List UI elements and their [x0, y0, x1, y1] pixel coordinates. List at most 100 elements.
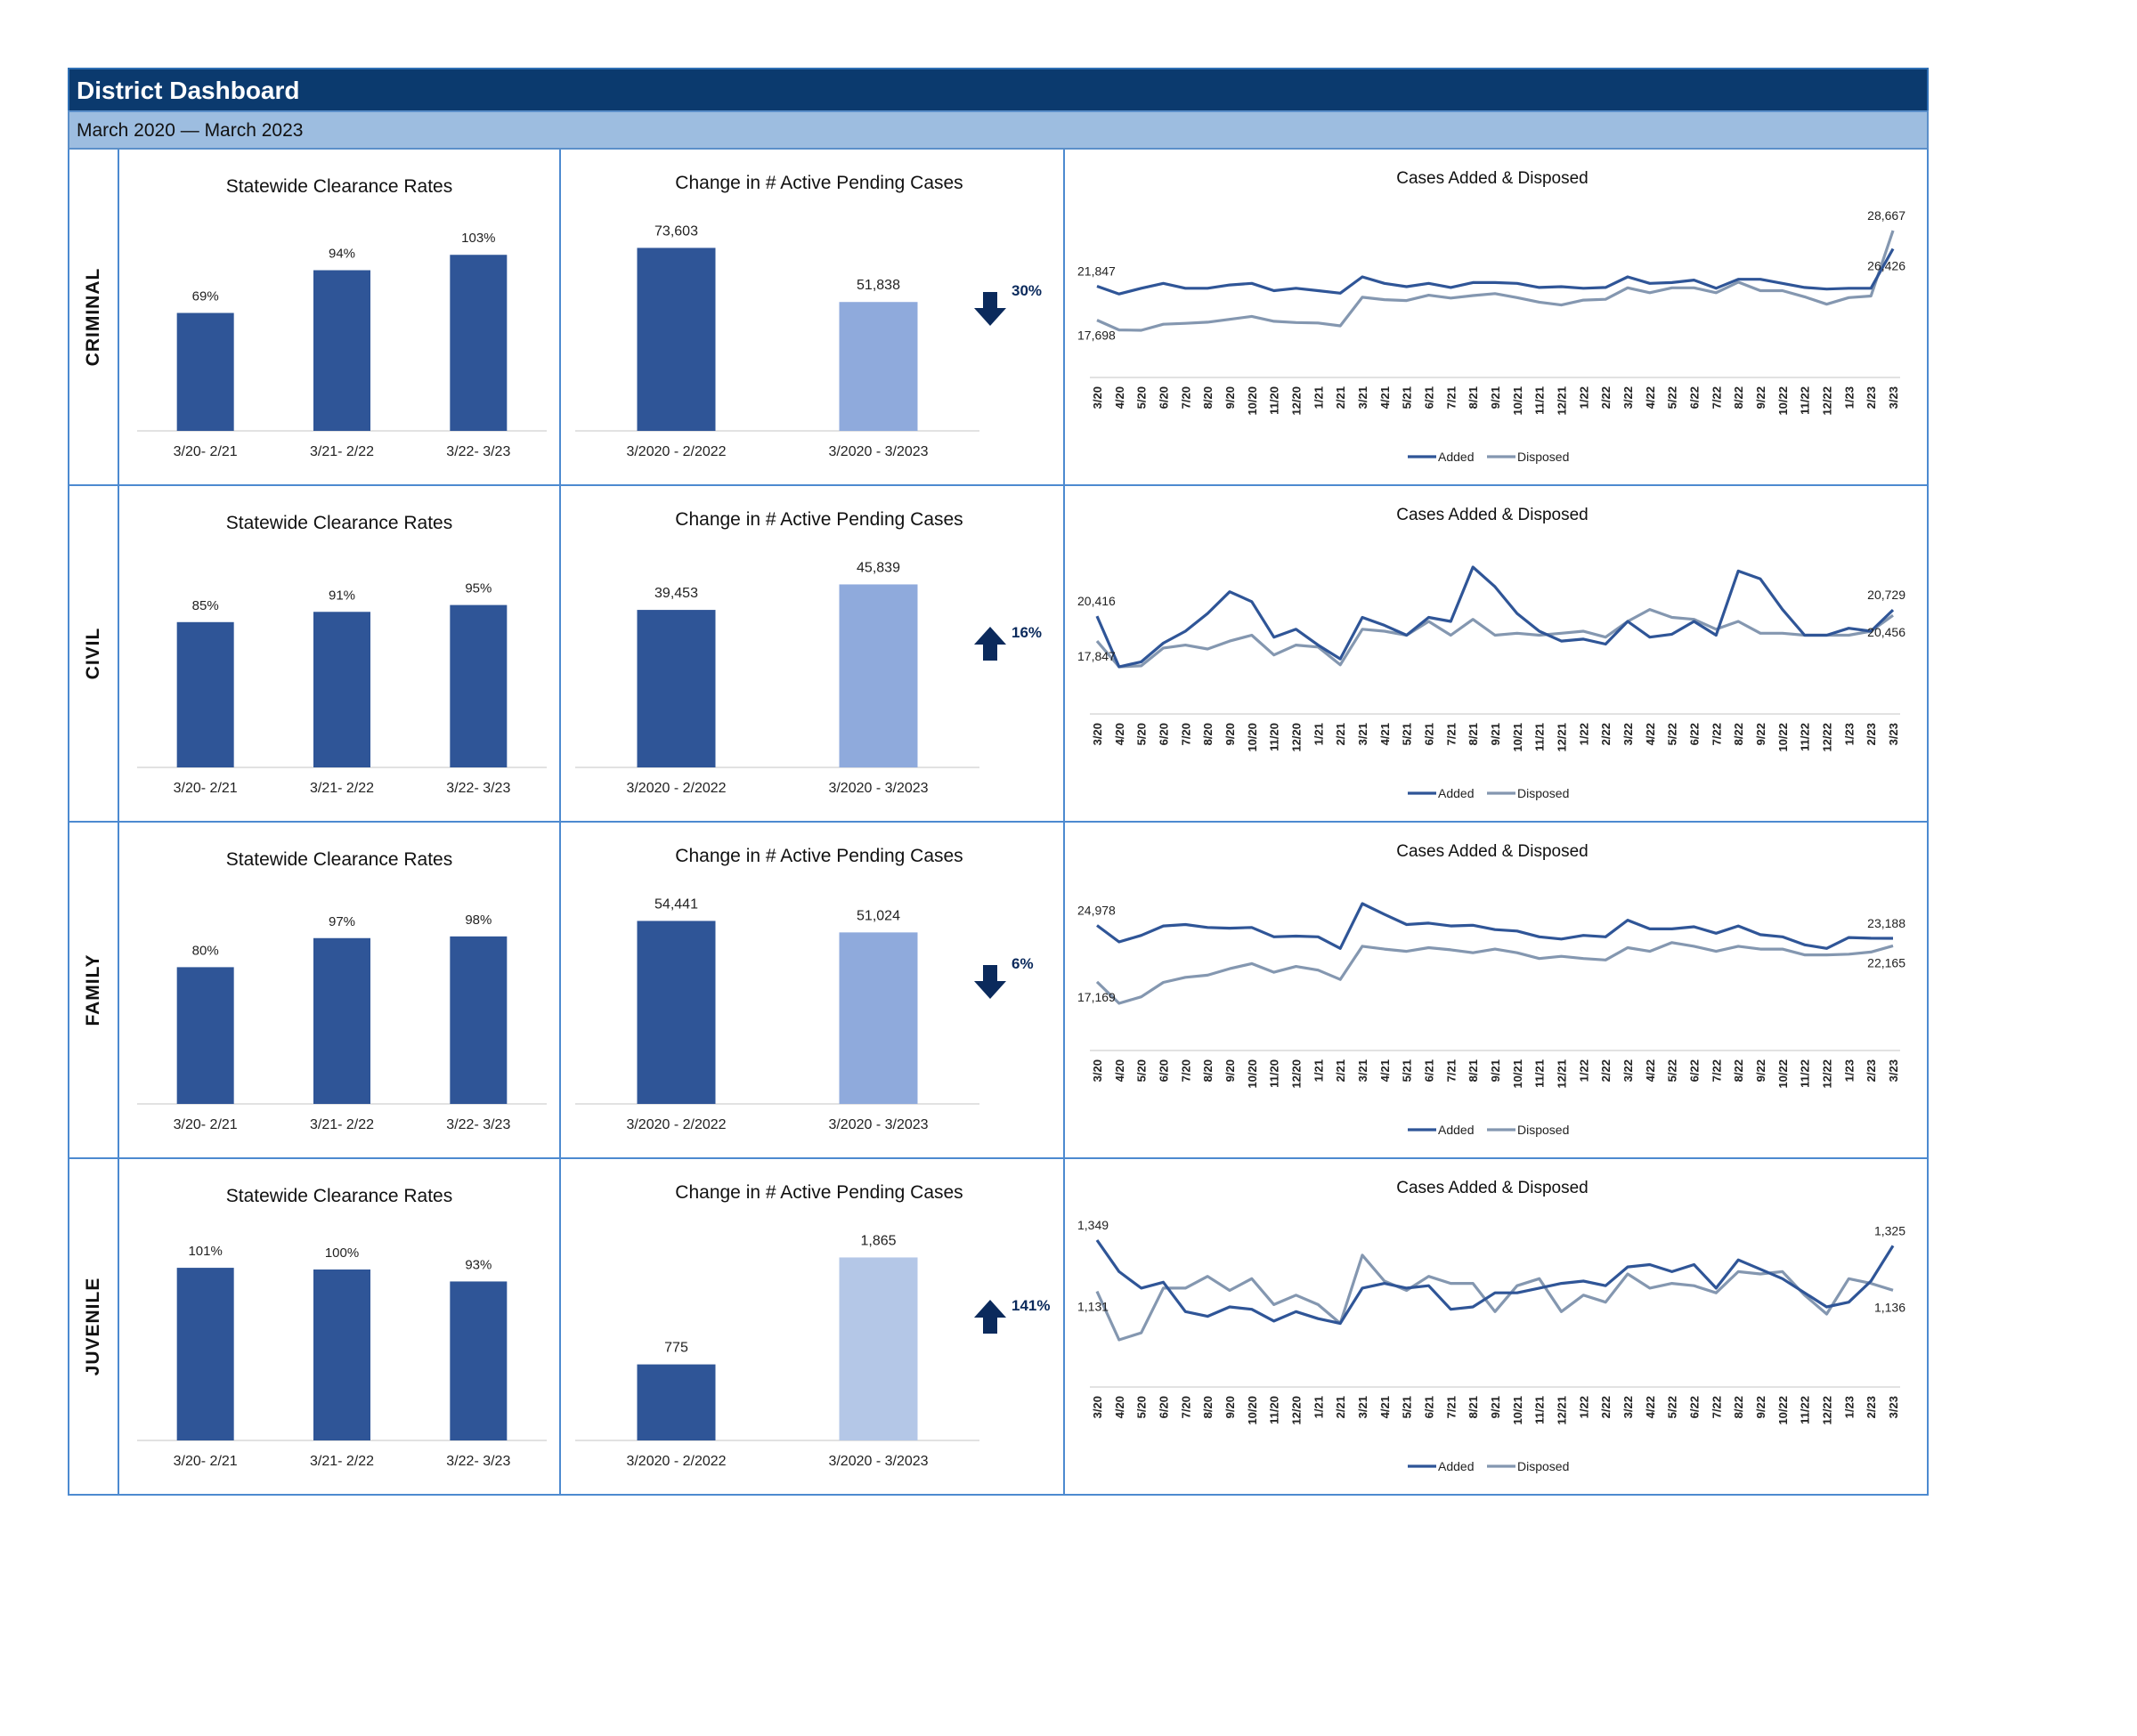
month-tick-label: 8/20: [1201, 1059, 1215, 1082]
arrow-down-icon: [974, 292, 1006, 326]
month-tick-label: 4/20: [1113, 723, 1126, 745]
month-tick-label: 3/22: [1621, 1396, 1635, 1418]
trend-cell: Cases Added & Disposed 21,847 17,698 26,426…: [1065, 150, 1930, 484]
legend-added-label: Added: [1438, 450, 1474, 464]
clearance-cell: Statewide Clearance Rates 85% 3/20- 2/21 91…: [119, 486, 561, 821]
month-tick-label: 2/21: [1334, 723, 1347, 745]
section-label-cell: CIVIL: [69, 486, 119, 821]
month-tick-label: 8/20: [1201, 723, 1215, 745]
legend-added-label: Added: [1438, 1123, 1474, 1137]
month-tick-label: 11/20: [1268, 1396, 1281, 1424]
month-tick-label: 3/20: [1091, 1059, 1104, 1082]
month-tick-label: 3/23: [1887, 386, 1900, 409]
month-tick-label: 7/22: [1710, 386, 1723, 409]
month-tick-label: 5/22: [1666, 386, 1679, 409]
clearance-chart: Statewide Clearance Rates 80% 3/20- 2/21 97…: [137, 849, 547, 1132]
first-added-label: 21,847: [1077, 264, 1116, 279]
clearance-value-label: 94%: [329, 247, 355, 262]
month-tick-label: 8/22: [1732, 386, 1745, 409]
trend-chart: Cases Added & Disposed 21,847 17,698 26,426…: [1077, 169, 1905, 464]
month-tick-label: 9/20: [1223, 1396, 1237, 1418]
month-tick-label: 6/21: [1423, 1059, 1436, 1082]
month-tick-label: 5/22: [1666, 1396, 1679, 1418]
month-tick-label: 12/22: [1821, 723, 1834, 752]
month-tick-label: 9/21: [1489, 723, 1502, 745]
month-tick-label: 1/21: [1312, 386, 1325, 409]
month-tick-label: 7/20: [1179, 723, 1192, 745]
pending-bar: [637, 247, 716, 431]
clearance-bar: [450, 936, 508, 1104]
legend-disposed-label: Disposed: [1517, 1123, 1569, 1137]
first-disposed-label: 17,169: [1077, 990, 1116, 1004]
month-tick-label: 2/21: [1334, 1396, 1347, 1418]
month-tick-label: 8/21: [1467, 723, 1480, 745]
month-tick-label: 3/22: [1621, 386, 1635, 409]
month-tick-label: 8/20: [1201, 1396, 1215, 1418]
clearance-bar: [176, 312, 234, 431]
month-tick-label: 6/21: [1423, 1396, 1436, 1418]
month-tick-label: 8/20: [1201, 386, 1215, 409]
pending-category-label: 3/2020 - 2/2022: [626, 1454, 726, 1469]
month-tick-label: 3/23: [1887, 1059, 1900, 1082]
month-tick-label: 11/21: [1533, 386, 1547, 415]
clearance-category-label: 3/22- 3/23: [446, 781, 510, 796]
pending-change-percent: 141%: [1012, 1297, 1050, 1314]
first-disposed-label: 1,131: [1077, 1300, 1109, 1314]
month-tick-label: 11/21: [1533, 723, 1547, 751]
month-tick-label: 12/21: [1556, 386, 1569, 416]
pending-title: Change in # Active Pending Cases: [675, 1182, 963, 1203]
trend-cell: Cases Added & Disposed 24,978 17,169 23,188…: [1065, 823, 1930, 1157]
month-tick-label: 7/20: [1179, 1396, 1192, 1418]
clearance-category-label: 3/22- 3/23: [446, 1117, 510, 1132]
month-tick-label: 9/20: [1223, 1059, 1237, 1082]
month-tick-label: 9/22: [1754, 1059, 1767, 1082]
month-tick-label: 5/22: [1666, 1059, 1679, 1082]
month-tick-label: 10/22: [1776, 1059, 1790, 1089]
month-tick-label: 10/21: [1511, 723, 1524, 752]
month-tick-label: 6/22: [1688, 723, 1702, 745]
pending-bar: [637, 610, 716, 767]
month-tick-label: 3/21: [1356, 723, 1369, 745]
clearance-title: Statewide Clearance Rates: [226, 849, 452, 870]
legend-added-label: Added: [1438, 786, 1474, 800]
month-tick-label: 9/22: [1754, 723, 1767, 745]
clearance-bar: [313, 1270, 370, 1440]
month-tick-label: 6/21: [1423, 723, 1436, 745]
trend-chart: Cases Added & Disposed 20,416 17,847 20,729…: [1077, 506, 1905, 800]
month-tick-label: 6/21: [1423, 386, 1436, 409]
section-label-cell: JUVENILE: [69, 1159, 119, 1494]
month-tick-label: 2/22: [1599, 1396, 1613, 1418]
month-tick-label: 2/22: [1599, 386, 1613, 409]
month-tick-label: 7/21: [1444, 1059, 1458, 1082]
month-tick-label: 2/22: [1599, 1059, 1613, 1082]
month-tick-label: 11/20: [1268, 386, 1281, 415]
month-tick-label: 1/22: [1577, 1059, 1590, 1082]
month-tick-label: 11/20: [1268, 723, 1281, 751]
month-tick-label: 7/22: [1710, 1059, 1723, 1082]
trend-title: Cases Added & Disposed: [1396, 506, 1588, 524]
clearance-value-label: 85%: [192, 598, 219, 613]
month-tick-label: 12/22: [1821, 386, 1834, 416]
section-label-cell: FAMILY: [69, 823, 119, 1157]
section-row-juvenile: JUVENILE Statewide Clearance Rates 101% 3/2…: [68, 1159, 1929, 1496]
month-tick-label: 10/20: [1246, 723, 1259, 752]
section-row-criminal: CRIMINAL Statewide Clearance Rates 69% 3/20…: [68, 150, 1929, 486]
month-tick-label: 4/21: [1378, 723, 1392, 745]
arrow-down-icon: [974, 965, 1006, 999]
pending-cell: Change in # Active Pending Cases 54,441 3/…: [561, 823, 1065, 1157]
pending-category-label: 3/2020 - 2/2022: [626, 781, 726, 796]
month-tick-label: 3/22: [1621, 1059, 1635, 1082]
pending-bar: [839, 584, 918, 767]
legend-added-label: Added: [1438, 1459, 1474, 1473]
added-line: [1096, 902, 1894, 950]
month-tick-label: 4/20: [1113, 386, 1126, 409]
month-tick-label: 5/21: [1401, 386, 1414, 409]
month-tick-label: 11/22: [1799, 386, 1812, 415]
month-tick-label: 3/22: [1621, 723, 1635, 745]
clearance-bar: [176, 621, 234, 767]
month-tick-label: 10/21: [1511, 1059, 1524, 1089]
month-tick-label: 12/20: [1290, 723, 1304, 752]
month-tick-label: 8/22: [1732, 1059, 1745, 1082]
month-tick-label: 2/23: [1865, 386, 1878, 409]
pending-value-label: 51,838: [857, 278, 900, 293]
